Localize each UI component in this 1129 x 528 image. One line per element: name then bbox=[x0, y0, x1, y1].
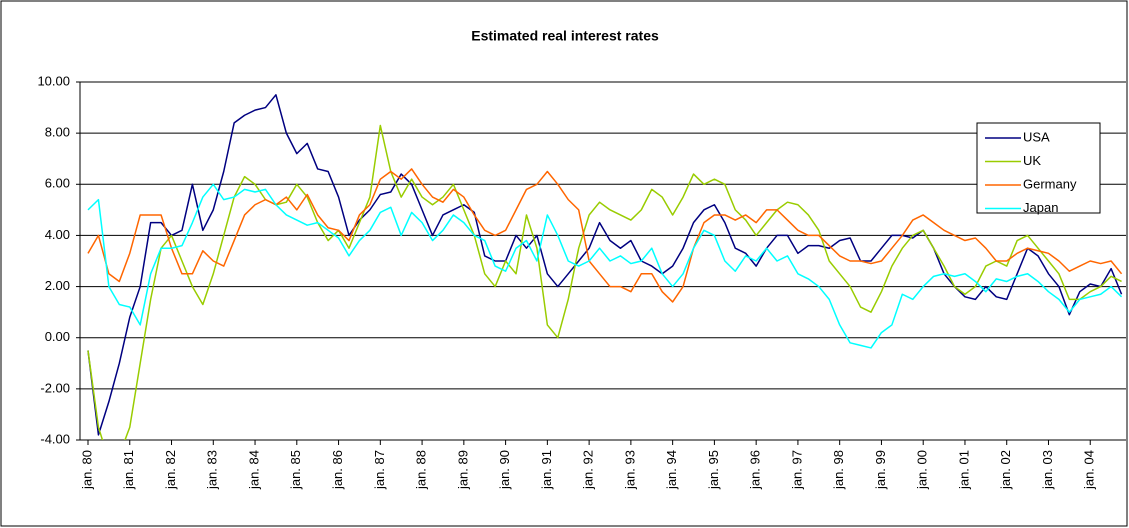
series-line bbox=[87, 124, 1122, 440]
x-tick-label: jan. 90 bbox=[497, 450, 512, 490]
x-tick-label: jan. 88 bbox=[414, 450, 429, 490]
x-tick-label: jan. 89 bbox=[455, 450, 470, 490]
x-tick-label: jan. 01 bbox=[956, 450, 971, 490]
x-tick-label: jan. 04 bbox=[1082, 450, 1097, 490]
x-tick-label: jan. 96 bbox=[748, 450, 763, 490]
y-tick-label: 10.00 bbox=[37, 73, 70, 88]
y-tick-label: 4.00 bbox=[45, 227, 70, 242]
x-tick-label: jan. 91 bbox=[539, 450, 554, 490]
series-line bbox=[87, 183, 1123, 349]
y-tick-label: 6.00 bbox=[45, 176, 70, 191]
x-tick-label: jan. 84 bbox=[246, 450, 261, 490]
x-tick-label: jan. 93 bbox=[622, 450, 637, 490]
x-tick-label: jan. 99 bbox=[873, 450, 888, 490]
x-tick-label: jan. 03 bbox=[1040, 450, 1055, 490]
legend-label: Germany bbox=[1023, 176, 1077, 191]
x-tick-label: jan. 02 bbox=[998, 450, 1013, 490]
legend-label: Japan bbox=[1023, 200, 1058, 215]
series-line bbox=[87, 94, 1123, 436]
y-tick-label: -4.00 bbox=[40, 431, 70, 446]
x-tick-label: jan. 94 bbox=[664, 450, 679, 490]
x-tick-label: jan. 82 bbox=[163, 450, 178, 490]
x-tick-label: jan. 97 bbox=[789, 450, 804, 490]
chart-title: Estimated real interest rates bbox=[471, 28, 659, 44]
legend-label: USA bbox=[1023, 129, 1050, 144]
x-tick-label: jan. 98 bbox=[831, 450, 846, 490]
x-tick-label: jan. 81 bbox=[121, 450, 136, 490]
y-tick-label: 0.00 bbox=[45, 329, 70, 344]
y-tick-label: -2.00 bbox=[40, 380, 70, 395]
x-tick-label: jan. 87 bbox=[372, 450, 387, 490]
x-tick-label: jan. 92 bbox=[581, 450, 596, 490]
plot-lines bbox=[87, 94, 1123, 440]
x-tick-label: jan. 83 bbox=[205, 450, 220, 490]
y-tick-label: 8.00 bbox=[45, 125, 70, 140]
x-tick-label: jan. 86 bbox=[330, 450, 345, 490]
y-tick-label: 2.00 bbox=[45, 278, 70, 293]
x-tick-label: jan. 85 bbox=[288, 450, 303, 490]
legend-label: UK bbox=[1023, 153, 1041, 168]
x-tick-label: jan. 00 bbox=[915, 450, 930, 490]
series-line bbox=[87, 168, 1123, 303]
x-tick-label: jan. 80 bbox=[79, 450, 94, 490]
x-tick-label: jan. 95 bbox=[706, 450, 721, 490]
